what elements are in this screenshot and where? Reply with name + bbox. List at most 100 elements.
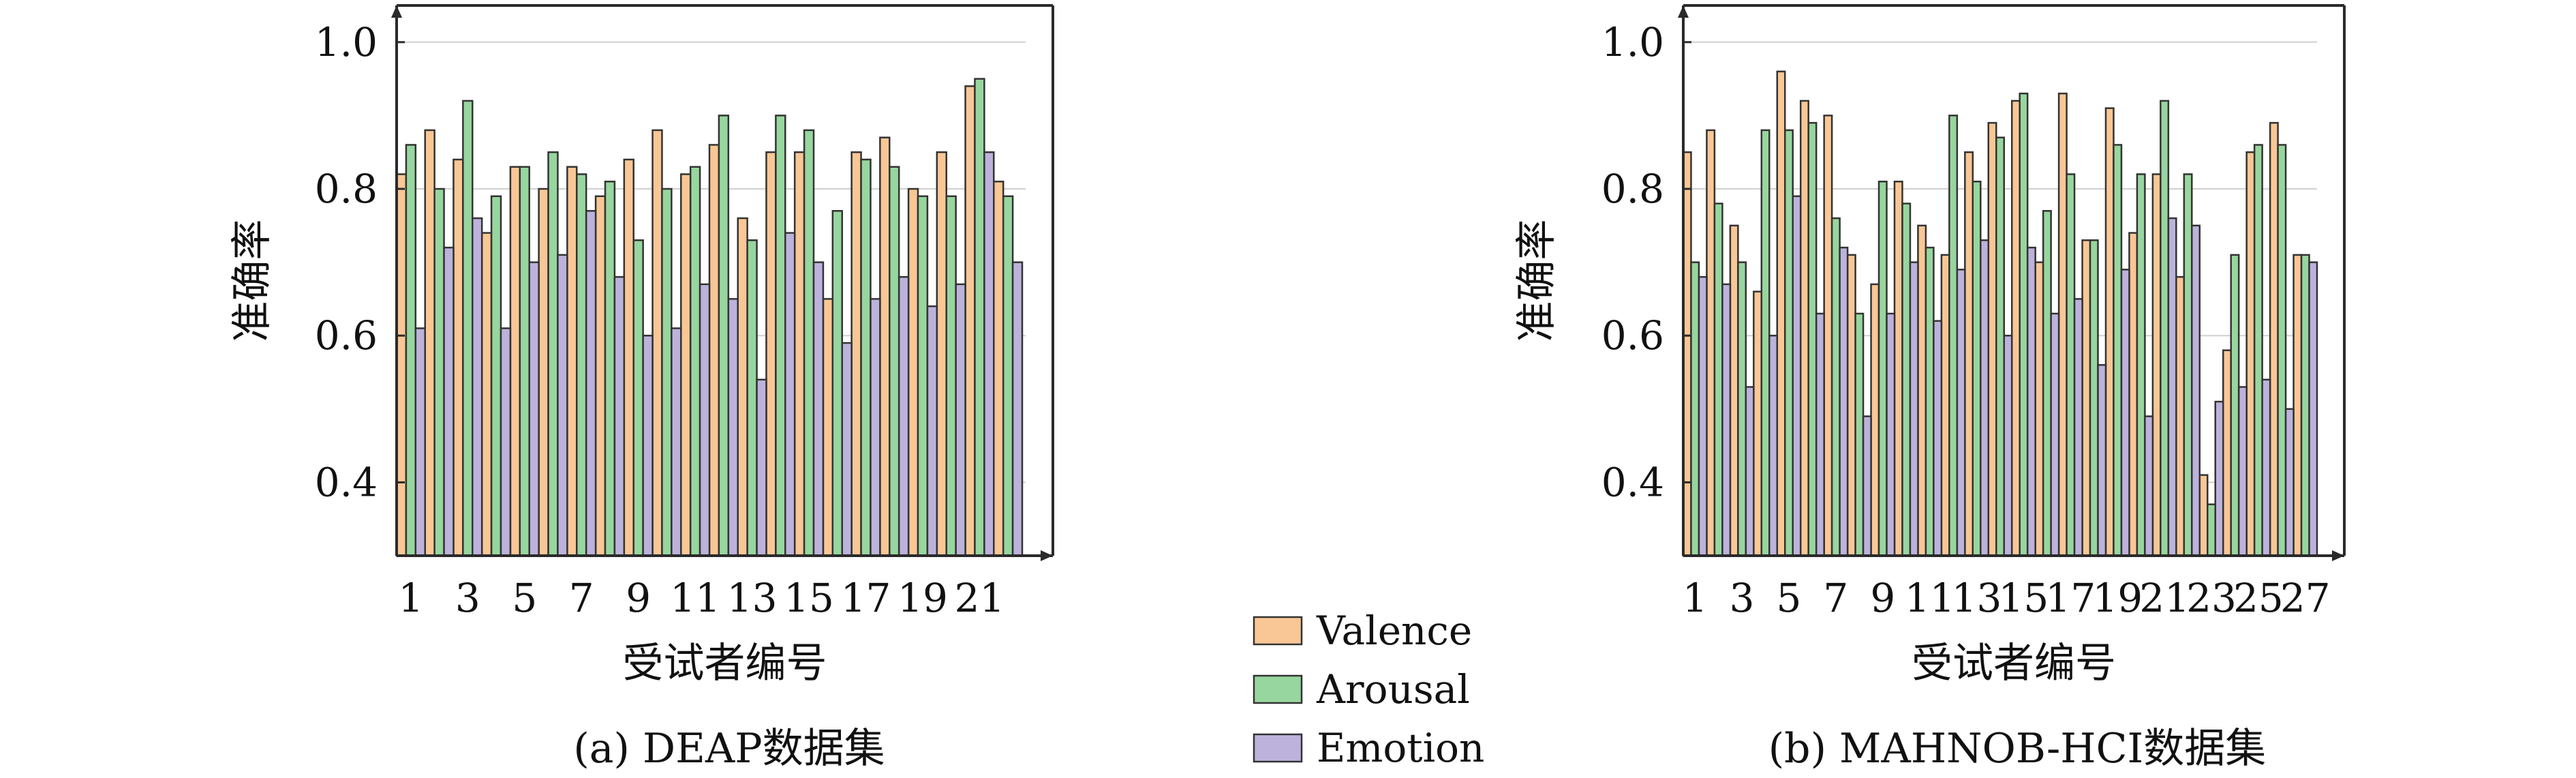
bar-arousal-11 xyxy=(1925,246,1935,557)
bar-valence-11 xyxy=(680,173,692,557)
bar-emotion-18 xyxy=(898,275,910,557)
bar-valence-17 xyxy=(2057,92,2068,557)
bar-valence-8 xyxy=(594,195,607,557)
bar-emotion-11 xyxy=(1933,320,1943,557)
y-tick-label: 1.0 xyxy=(315,19,378,65)
y-axis-arrow-icon xyxy=(391,5,402,18)
bar-arousal-23 xyxy=(2207,503,2216,557)
x-tick-label: 7 xyxy=(1823,575,1848,621)
bar-emotion-10 xyxy=(671,327,682,557)
bar-emotion-26 xyxy=(2284,408,2295,557)
y-tick-label: 0.4 xyxy=(315,459,378,505)
bar-valence-11 xyxy=(1917,224,1927,557)
x-tick-label: 15 xyxy=(1999,575,2049,621)
bar-arousal-26 xyxy=(2277,144,2287,557)
bar-valence-2 xyxy=(424,129,435,557)
bar-emotion-7 xyxy=(585,210,597,557)
bar-valence-7 xyxy=(1823,115,1833,557)
bar-emotion-21 xyxy=(983,151,995,557)
bar-arousal-9 xyxy=(1877,180,1888,557)
bar-emotion-27 xyxy=(2308,261,2318,557)
bar-emotion-20 xyxy=(955,283,966,557)
bar-valence-5 xyxy=(509,166,521,557)
bar-emotion-17 xyxy=(2073,298,2083,557)
legend-swatch-emotion xyxy=(1253,733,1303,763)
x-tick-label: 13 xyxy=(727,575,778,621)
bar-emotion-15 xyxy=(812,261,825,557)
bar-valence-21 xyxy=(964,85,976,557)
legend-label-arousal: Arousal xyxy=(1316,666,1470,713)
bar-emotion-11 xyxy=(699,283,711,557)
bar-emotion-15 xyxy=(2026,246,2036,557)
bar-valence-4 xyxy=(480,232,493,557)
bar-valence-14 xyxy=(765,151,777,557)
x-tick-label: 1 xyxy=(1683,575,1708,621)
bar-emotion-21 xyxy=(2167,217,2177,557)
bar-arousal-5 xyxy=(1784,129,1794,557)
bar-emotion-23 xyxy=(2214,400,2224,557)
bar-arousal-11 xyxy=(689,166,701,557)
bar-arousal-14 xyxy=(1995,136,2005,557)
bar-emotion-25 xyxy=(2261,378,2271,557)
bar-arousal-27 xyxy=(2300,254,2310,557)
y-tick-label: 0.6 xyxy=(315,312,378,359)
bar-arousal-22 xyxy=(1002,195,1014,557)
x-tick-label: 1 xyxy=(398,575,423,621)
bar-arousal-21 xyxy=(974,78,985,557)
bar-arousal-15 xyxy=(803,129,815,557)
x-tick-label: 9 xyxy=(626,575,651,621)
bar-emotion-3 xyxy=(1745,386,1755,557)
x-axis-arrow-icon xyxy=(2332,550,2344,561)
bar-valence-6 xyxy=(538,188,549,557)
bar-valence-12 xyxy=(708,144,720,557)
bar-valence-14 xyxy=(1987,121,1997,557)
x-tick-label: 13 xyxy=(1952,575,2002,621)
bar-valence-18 xyxy=(2081,239,2091,557)
bar-emotion-5 xyxy=(528,261,540,557)
y-axis-arrow-icon xyxy=(1678,5,1689,18)
bar-arousal-6 xyxy=(547,151,559,557)
x-tick-label: 19 xyxy=(2092,575,2143,621)
legend: Valence Arousal Emotion xyxy=(1253,608,1484,771)
bar-emotion-1 xyxy=(1698,275,1708,557)
x-tick-label: 9 xyxy=(1870,575,1895,621)
bar-valence-3 xyxy=(1729,224,1739,557)
bar-emotion-13 xyxy=(1980,239,1990,557)
bar-arousal-17 xyxy=(2066,173,2076,557)
bar-arousal-4 xyxy=(490,195,502,557)
bar-valence-26 xyxy=(2269,121,2279,557)
bar-valence-12 xyxy=(1940,254,1950,557)
caption-deap: (a) DEAP数据集 xyxy=(573,725,885,773)
bar-valence-5 xyxy=(1776,70,1786,557)
bar-arousal-4 xyxy=(1760,129,1770,557)
x-tick-label: 7 xyxy=(569,575,594,621)
x-tick-label: 23 xyxy=(2186,575,2237,621)
bar-valence-22 xyxy=(993,180,1005,557)
bar-emotion-12 xyxy=(727,298,739,557)
caption-mahnob: (b) MAHNOB-HCI数据集 xyxy=(1768,725,2267,773)
x-axis-label: 受试者编号 xyxy=(623,640,827,687)
bar-emotion-1 xyxy=(414,327,426,557)
bar-valence-16 xyxy=(2034,261,2044,557)
bar-emotion-22 xyxy=(2191,224,2201,557)
bar-arousal-18 xyxy=(889,166,900,557)
bar-arousal-10 xyxy=(661,188,673,557)
bar-emotion-24 xyxy=(2237,386,2248,557)
x-tick-label: 15 xyxy=(784,575,834,621)
x-tick-label: 17 xyxy=(2045,575,2096,621)
x-axis-arrow-icon xyxy=(1041,550,1053,561)
x-tick-label: 3 xyxy=(1730,575,1755,621)
bar-valence-10 xyxy=(1893,180,1903,557)
bar-arousal-1 xyxy=(405,144,417,557)
bar-valence-16 xyxy=(822,298,834,557)
bar-emotion-16 xyxy=(2050,312,2060,557)
bar-arousal-20 xyxy=(2136,173,2146,557)
bar-valence-10 xyxy=(651,129,663,557)
bar-arousal-2 xyxy=(433,188,445,557)
bar-emotion-2 xyxy=(443,246,455,557)
bar-emotion-19 xyxy=(926,305,938,557)
bar-arousal-18 xyxy=(2089,239,2099,557)
x-tick-label: 17 xyxy=(841,575,891,621)
bar-valence-9 xyxy=(1870,283,1880,557)
